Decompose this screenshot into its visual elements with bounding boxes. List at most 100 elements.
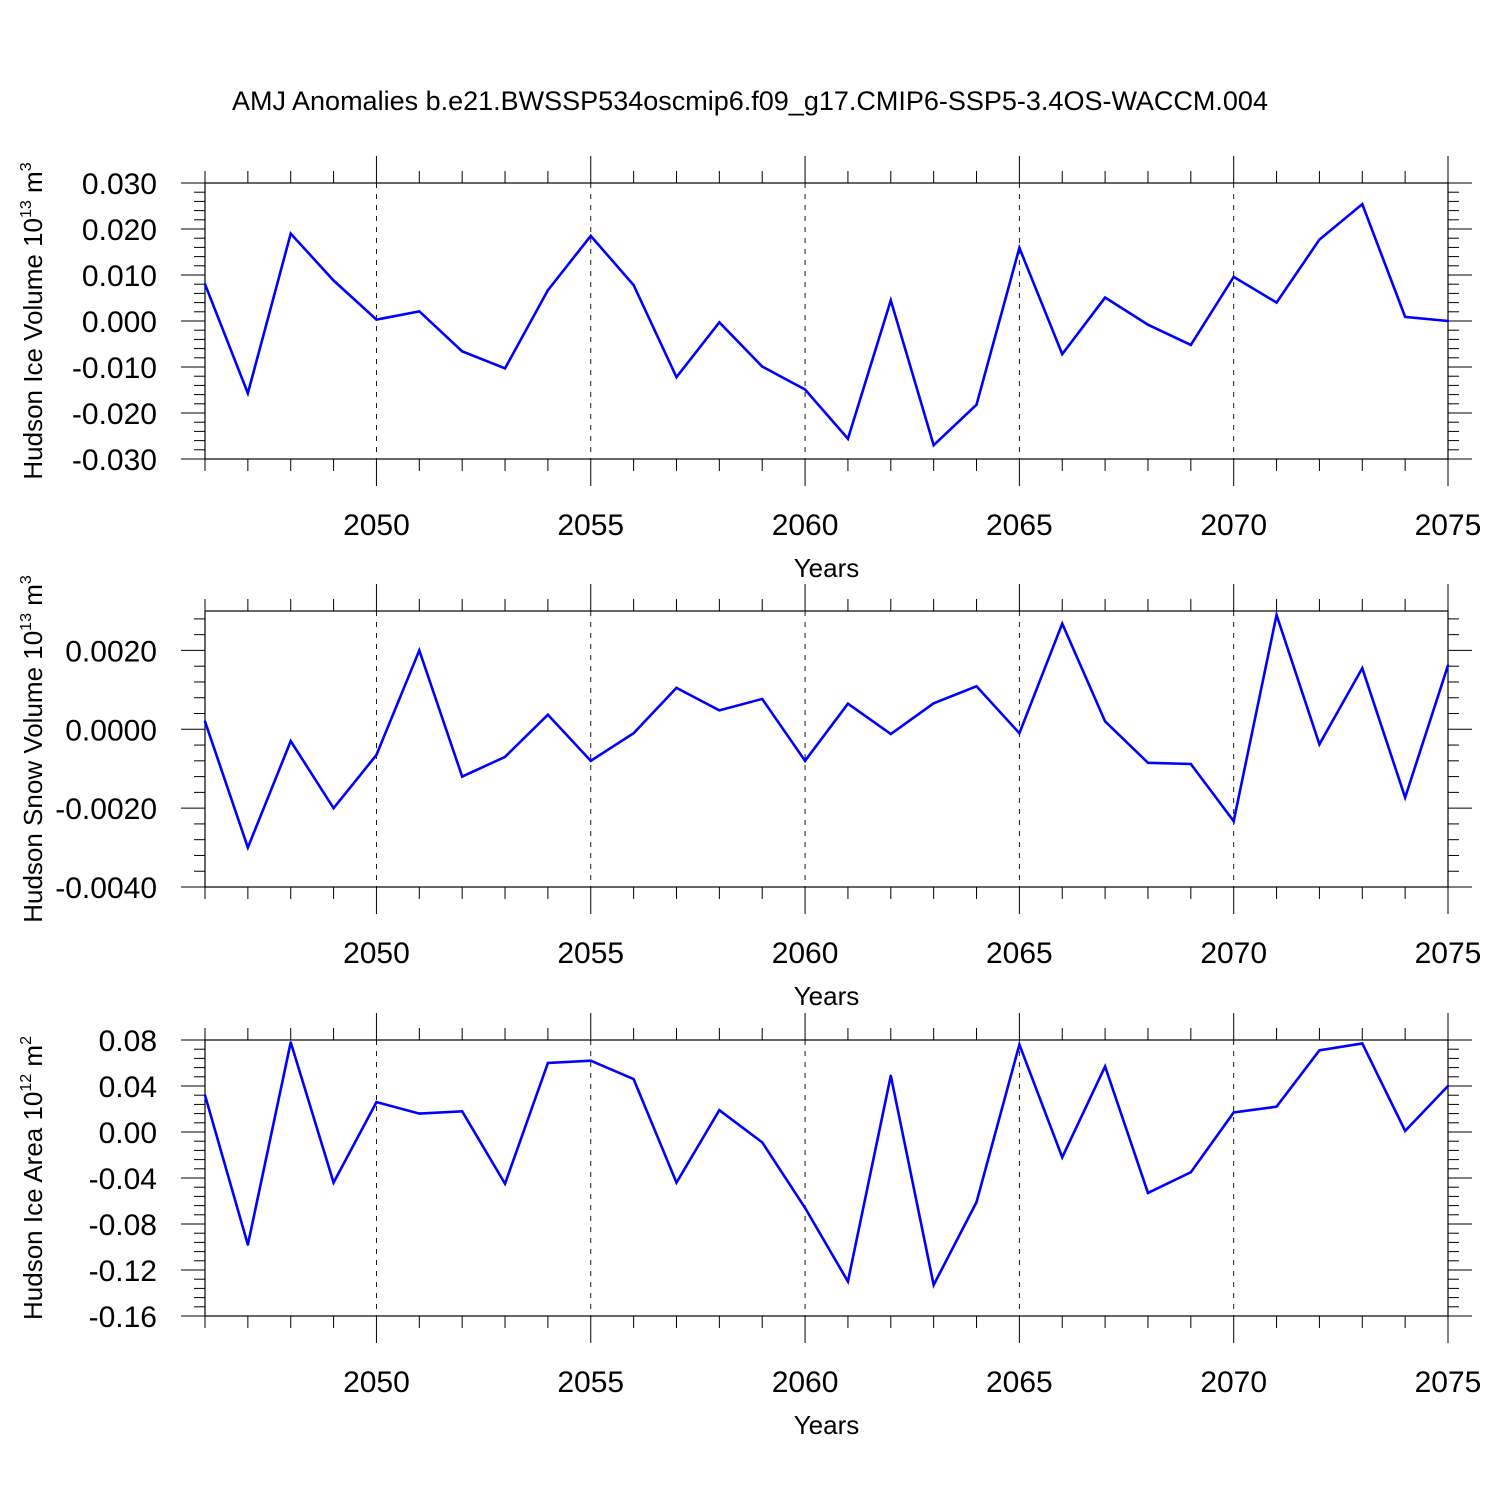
data-point [332, 279, 335, 282]
x-tick-label: 2055 [557, 1366, 624, 1399]
plot-frame [204, 1039, 1449, 1317]
data-point [289, 232, 292, 235]
data-point [889, 299, 892, 302]
data-point [503, 1182, 507, 1185]
y-tick-label: 0.000 [82, 306, 157, 339]
x-tick-label: 2055 [557, 509, 624, 542]
y-axis-label-part: m [18, 584, 48, 613]
data-point [1275, 1105, 1278, 1108]
data-point [418, 1112, 421, 1115]
x-tick-label: 2075 [1415, 937, 1482, 970]
data-point [503, 755, 507, 759]
y-tick-label: -0.08 [89, 1209, 157, 1242]
y-tick-label: 0.020 [82, 214, 157, 247]
data-point [1061, 352, 1064, 356]
panel-1: -0.030 -0.020 -0.010 0.000 0.010 0.020 0.030 20… [18, 156, 1481, 583]
y-axis-label-part: Hudson Ice Volume 10 [18, 218, 48, 480]
data-point [1103, 296, 1107, 299]
y-tick-label: -0.010 [72, 352, 157, 385]
data-point [1446, 1084, 1450, 1088]
panels: -0.030-0.020-0.0100.0000.0100.0200.03020… [18, 156, 1481, 1440]
data-point [761, 365, 764, 368]
data-point [718, 321, 721, 324]
y-tick-label: -0.12 [89, 1255, 157, 1288]
data-point [546, 1061, 550, 1065]
data-point [460, 775, 464, 778]
y-tick-label: -0.0020 [55, 793, 157, 826]
data-point [846, 1280, 850, 1283]
data-point [761, 1141, 764, 1144]
y-axis-label-part: m [18, 1045, 48, 1074]
plot-frame [204, 182, 1449, 460]
data-point [932, 444, 935, 447]
data-point [203, 1094, 207, 1097]
data-point [975, 685, 978, 688]
data-point [889, 732, 892, 736]
data-point [975, 1200, 978, 1204]
data-point [546, 288, 550, 292]
data-point [1103, 1065, 1107, 1068]
y-axis-label-part: m [18, 171, 48, 200]
data-point [1403, 315, 1407, 319]
x-axis-label: Years [794, 1410, 860, 1440]
x-tick-label: 2070 [1200, 509, 1267, 542]
y-tick-label: 0.030 [82, 168, 157, 201]
data-point [1232, 1111, 1235, 1114]
data-point [418, 310, 421, 313]
x-tick-label: 2055 [557, 937, 624, 970]
series-line [203, 202, 1449, 448]
data-point [718, 709, 721, 712]
y-tick-label: -0.0040 [55, 872, 157, 905]
data-point [803, 759, 807, 763]
y-axis-label-superscript: 3 [18, 162, 35, 171]
x-axis-label: Years [794, 981, 860, 1011]
x-tick-label: 2065 [986, 1366, 1053, 1399]
data-point [975, 403, 978, 406]
y-axis-label-superscript: 13 [18, 613, 35, 631]
data-point [1018, 246, 1021, 250]
data-point [846, 437, 850, 440]
data-point [246, 392, 250, 395]
x-tick-label: 2060 [772, 937, 839, 970]
plot-frame [204, 610, 1449, 888]
data-point [675, 1181, 678, 1184]
data-point [203, 283, 207, 286]
y-axis-label-part: Hudson Ice Area 10 [18, 1092, 48, 1320]
data-point [375, 1100, 378, 1104]
data-point [1146, 323, 1150, 326]
y-tick-label: 0.0000 [65, 714, 157, 747]
data-point [332, 1181, 335, 1184]
data-point [1146, 1191, 1150, 1195]
chart-title: AMJ Anomalies b.e21.BWSSP534oscmip6.f09_… [232, 86, 1268, 116]
y-axis-label: Hudson Ice Volume 1013 m3 [18, 162, 48, 479]
data-point [375, 753, 378, 757]
data-point [1018, 732, 1021, 735]
y-axis-label-part: Hudson Snow Volume 10 [18, 631, 48, 923]
x-tick-label: 2070 [1200, 937, 1267, 970]
y-axis-label-superscript: 12 [18, 1074, 35, 1092]
x-tick-label: 2060 [772, 509, 839, 542]
data-point [589, 234, 592, 238]
data-point [761, 697, 764, 701]
data-point [589, 1059, 592, 1062]
data-point [1103, 720, 1107, 723]
x-tick-label: 2070 [1200, 1366, 1267, 1399]
data-point [1318, 743, 1321, 746]
data-point [1318, 238, 1321, 241]
data-point [1232, 275, 1235, 279]
y-tick-label: 0.00 [99, 1117, 157, 1150]
data-point [460, 350, 464, 353]
data-point [546, 713, 550, 716]
y-axis-label-superscript: 13 [18, 200, 35, 218]
y-axis-label-superscript: 3 [18, 575, 35, 584]
data-point [589, 759, 592, 763]
y-tick-label: -0.020 [72, 398, 157, 431]
data-point [675, 686, 678, 690]
data-point [1318, 1049, 1321, 1052]
data-point [803, 1206, 807, 1210]
y-axis-label-superscript: 2 [18, 1036, 35, 1045]
data-point [203, 720, 207, 723]
data-point [1275, 301, 1278, 304]
data-point [1061, 622, 1064, 625]
